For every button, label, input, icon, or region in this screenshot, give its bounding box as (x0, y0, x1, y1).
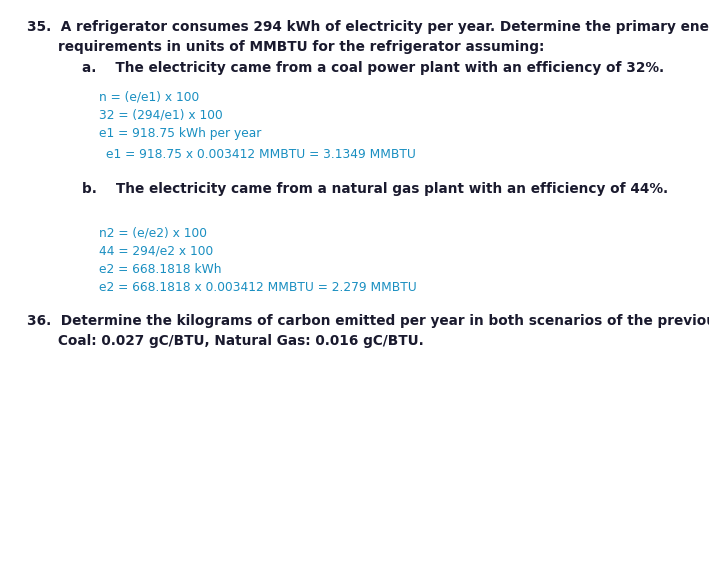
Text: 35.  A refrigerator consumes 294 kWh of electricity per year. Determine the prim: 35. A refrigerator consumes 294 kWh of e… (27, 20, 709, 34)
Text: n2 = (e/e2) x 100: n2 = (e/e2) x 100 (99, 226, 207, 239)
Text: e1 = 918.75 kWh per year: e1 = 918.75 kWh per year (99, 127, 262, 140)
Text: 36.  Determine the kilograms of carbon emitted per year in both scenarios of the: 36. Determine the kilograms of carbon em… (27, 314, 709, 328)
Text: Coal: 0.027 gC/BTU, Natural Gas: 0.016 gC/BTU.: Coal: 0.027 gC/BTU, Natural Gas: 0.016 g… (58, 334, 424, 348)
Text: n = (e/e1) x 100: n = (e/e1) x 100 (99, 91, 199, 104)
Text: e1 = 918.75 x 0.003412 MMBTU = 3.1349 MMBTU: e1 = 918.75 x 0.003412 MMBTU = 3.1349 MM… (106, 148, 416, 161)
Text: e2 = 668.1818 kWh: e2 = 668.1818 kWh (99, 263, 222, 276)
Text: 32 = (294/e1) x 100: 32 = (294/e1) x 100 (99, 109, 223, 122)
Text: e2 = 668.1818 x 0.003412 MMBTU = 2.279 MMBTU: e2 = 668.1818 x 0.003412 MMBTU = 2.279 M… (99, 281, 417, 294)
Text: b.    The electricity came from a natural gas plant with an efficiency of 44%.: b. The electricity came from a natural g… (82, 182, 668, 196)
Text: a.    The electricity came from a coal power plant with an efficiency of 32%.: a. The electricity came from a coal powe… (82, 61, 664, 75)
Text: requirements in units of MMBTU for the refrigerator assuming:: requirements in units of MMBTU for the r… (58, 40, 545, 54)
Text: 44 = 294/e2 x 100: 44 = 294/e2 x 100 (99, 245, 213, 258)
